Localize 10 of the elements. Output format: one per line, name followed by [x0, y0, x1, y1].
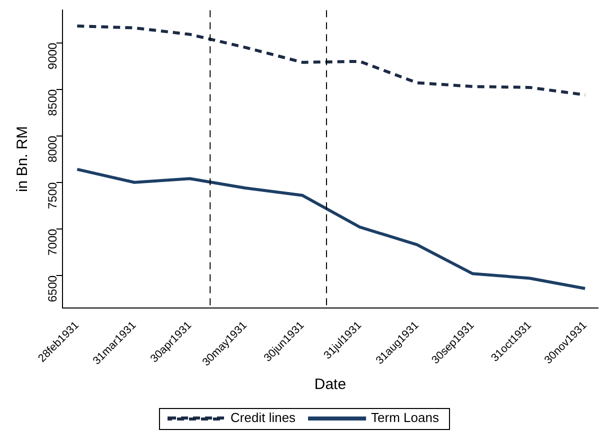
legend-label: Credit lines — [230, 410, 296, 426]
y-tick-label: 6500 — [46, 275, 60, 302]
legend-label: Term Loans — [371, 410, 440, 426]
y-tick-label: 7500 — [46, 182, 60, 210]
y-tick-label: 8000 — [46, 136, 60, 163]
y-tick-label: 7000 — [46, 228, 60, 256]
y-tick-label: 9000 — [46, 42, 60, 70]
x-axis-title: Date — [314, 376, 346, 394]
y-tick-label: 8500 — [46, 88, 60, 116]
y-axis-title: in Bn. RM — [14, 126, 32, 192]
